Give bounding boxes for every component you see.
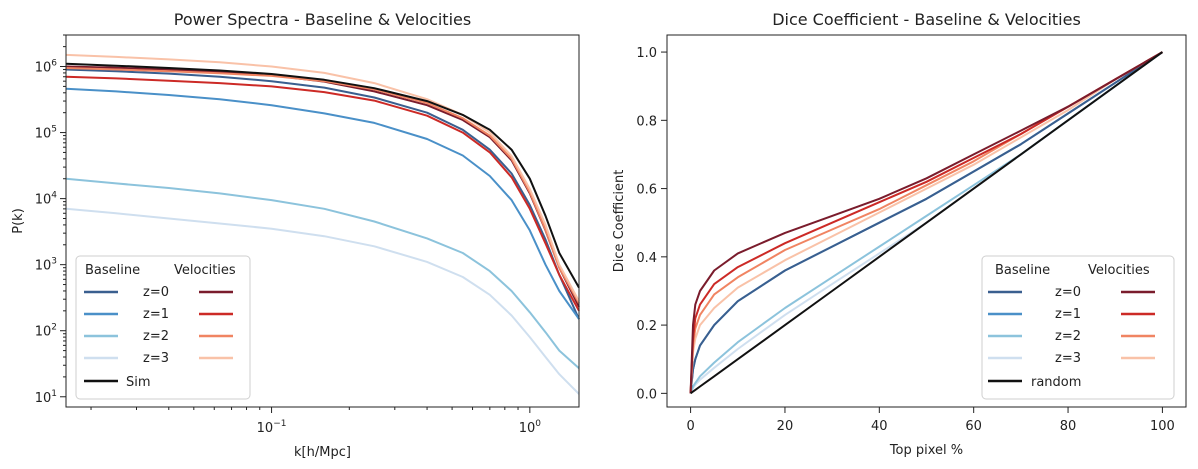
plot-frame — [65, 34, 580, 408]
chart-title: Power Spectra - Baseline & Velocities — [174, 10, 471, 29]
x-tick-label: 60 — [965, 419, 982, 434]
y-tick-label: 0.0 — [636, 387, 657, 402]
y-tick-label: 0.4 — [636, 251, 657, 266]
legend-header-velocities: Velocities — [1088, 263, 1150, 278]
series-line-velocities-z1 — [689, 51, 1163, 394]
legend-row-label: z=0 — [143, 285, 169, 300]
legend-row-label: z=0 — [1055, 285, 1081, 300]
plot-frame — [666, 34, 1187, 408]
x-tick-label: 10−1 — [257, 419, 287, 436]
x-tick-label: 0 — [686, 419, 694, 434]
legend: Baseline Velocities z=0 z=1 z=2 z=3 Sim — [75, 255, 251, 400]
series-line-velocities-z1 — [65, 75, 580, 312]
legend-sim-label: Sim — [126, 375, 151, 390]
series-line-velocities-z2 — [65, 67, 580, 304]
series-line-random-random — [690, 51, 1163, 395]
y-tick-label: 103 — [35, 257, 57, 274]
x-axis-label: k[h/Mpc] — [294, 445, 351, 460]
y-tick-label: 0.2 — [636, 319, 657, 334]
series-line-velocities-z0 — [689, 51, 1163, 394]
x-axis-label: Top pixel % — [889, 443, 963, 458]
y-tick-label: 104 — [35, 191, 58, 208]
legend-header-velocities: Velocities — [174, 263, 236, 278]
y-tick-label: 106 — [35, 59, 58, 76]
series-line-baseline-z1 — [65, 87, 580, 320]
series-line-baseline-z3 — [65, 207, 580, 395]
legend-row-label: z=1 — [1055, 307, 1081, 322]
y-tick-label: 102 — [35, 323, 57, 340]
legend-random-label: random — [1031, 375, 1081, 390]
x-tick-label: 100 — [1150, 419, 1175, 434]
y-tick-label: 0.8 — [636, 114, 657, 129]
x-tick-label: 20 — [777, 419, 794, 434]
series-line-velocities-z3 — [689, 51, 1163, 394]
x-tick-label: 80 — [1060, 419, 1077, 434]
dice-coefficient-chart: 0 20 40 60 80 100 0.0 0.2 0.4 0.6 0.8 1.0 Dice Coeff… — [612, 10, 1187, 458]
series-line-velocities-z3 — [65, 53, 580, 302]
series-line-baseline-z0 — [689, 51, 1163, 394]
legend-row-label: z=1 — [143, 307, 169, 322]
legend-row-label: z=2 — [143, 329, 169, 344]
y-tick-label: 105 — [35, 125, 57, 142]
y-axis-label: P(k) — [11, 208, 26, 234]
legend-row-label: z=3 — [1055, 351, 1081, 366]
y-axis-label: Dice Coefficient — [612, 170, 627, 273]
series-line-baseline-z0 — [65, 68, 580, 320]
chart-title: Dice Coefficient - Baseline & Velocities — [772, 10, 1081, 29]
y-tick-label: 101 — [35, 389, 57, 406]
y-tick-label: 0.6 — [636, 183, 657, 198]
legend-header-baseline: Baseline — [85, 263, 140, 278]
series-line-baseline-z2 — [65, 177, 580, 370]
legend-row-label: z=3 — [143, 351, 169, 366]
legend-header-baseline: Baseline — [995, 263, 1050, 278]
y-tick-label: 1.0 — [636, 46, 657, 61]
power-spectra-chart: 101 102 103 104 105 106 10−1 100 Power Spectra -… — [11, 10, 580, 460]
legend-row-label: z=2 — [1055, 329, 1081, 344]
series-line-sim-Sim — [65, 62, 580, 289]
x-tick-label: 100 — [519, 419, 542, 436]
x-tick-label: 40 — [871, 419, 888, 434]
legend: Baseline Velocities z=0 z=1 z=2 z=3 random — [981, 255, 1175, 400]
